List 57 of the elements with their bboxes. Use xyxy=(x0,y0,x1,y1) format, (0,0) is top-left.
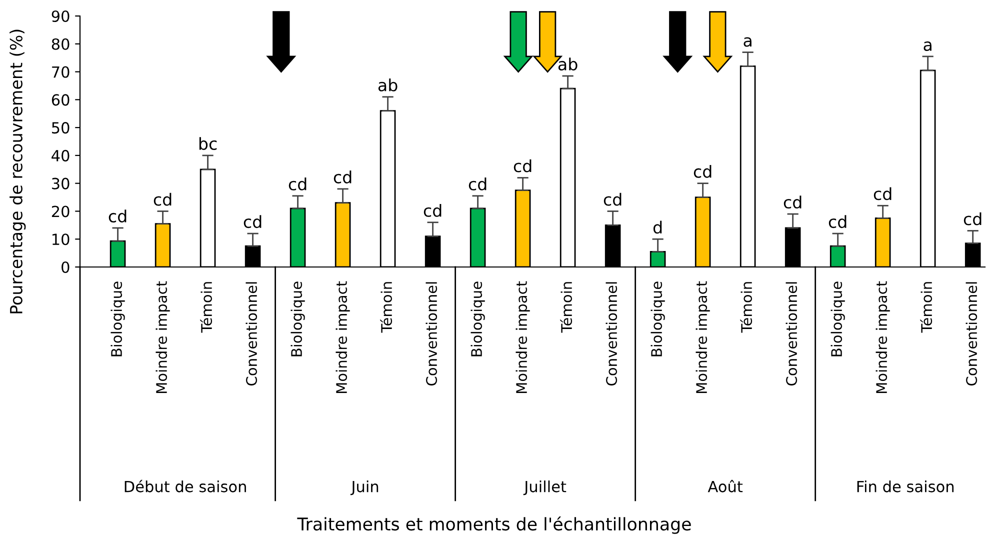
data-label: cd xyxy=(424,204,442,217)
x-tick-label: Conventionnel xyxy=(606,282,618,386)
text: Juillet xyxy=(523,480,566,496)
data-label: cd xyxy=(874,187,892,200)
data-label: cd xyxy=(468,178,486,190)
x-tick-label: Conventionnel xyxy=(786,282,798,386)
y-tick-label: 40 xyxy=(52,150,70,162)
x-tick-label: Biologique xyxy=(470,282,485,356)
x-tick-label: Témoin xyxy=(200,282,212,333)
x-tick-label: Biologique xyxy=(290,282,305,356)
y-tick-label: 20 xyxy=(52,206,70,218)
text: Août xyxy=(708,480,743,492)
y-tick-label: 0 xyxy=(62,261,70,274)
y-tick-label: 50 xyxy=(52,122,70,134)
data-label: cd xyxy=(784,196,802,209)
data-label: bc xyxy=(199,137,217,150)
x-tick-label: Témoin xyxy=(560,282,572,333)
x-tick-label: Témoin xyxy=(740,282,752,333)
x-tick-label: Témoin xyxy=(920,282,932,333)
data-label: cd xyxy=(334,170,352,184)
y-tick-label: 60 xyxy=(52,94,70,106)
data-label: ab xyxy=(558,58,578,70)
data-label: cd xyxy=(108,210,126,222)
text: Juin xyxy=(350,480,378,496)
data-label: cd xyxy=(964,212,982,226)
x-tick-label: Moindre impact xyxy=(696,281,710,393)
y-tick-label: 30 xyxy=(52,178,70,190)
x-tick-label: Biologique xyxy=(110,282,125,356)
data-label: cd xyxy=(828,215,846,228)
data-label: a xyxy=(924,41,932,51)
x-tick-label: Conventionnel xyxy=(966,282,978,386)
data-label: cd xyxy=(514,159,532,172)
x-tick-label: Moindre impact xyxy=(156,281,170,393)
y-tick-label: 70 xyxy=(52,66,70,78)
data-label: cd xyxy=(288,178,306,190)
text: Fin de saison xyxy=(857,480,954,492)
data-label: ab xyxy=(378,78,398,92)
data-label: cd xyxy=(604,192,622,206)
x-tick-label: Témoin xyxy=(380,282,392,333)
data-label: d xyxy=(653,220,662,234)
data-label: cd xyxy=(694,164,712,178)
y-tick-label: 10 xyxy=(52,234,70,246)
y-tick-label: 90 xyxy=(52,10,70,22)
x-tick-label: Conventionnel xyxy=(426,282,438,386)
x-tick-label: Moindre impact xyxy=(336,281,350,393)
x-tick-label: Biologique xyxy=(830,282,845,356)
y-axis-title: Pourcentage de recouvrement (%) xyxy=(10,30,26,314)
text: Traitements et moments de l'échantillonnage xyxy=(297,516,691,534)
x-tick-label: Moindre impact xyxy=(876,281,890,393)
x-tick-label: Conventionnel xyxy=(246,282,258,386)
data-label: a xyxy=(744,37,752,47)
x-tick-label: Moindre impact xyxy=(516,281,530,393)
text: Début de saison xyxy=(124,480,246,492)
y-tick-label: 80 xyxy=(52,38,70,50)
x-tick-label: Biologique xyxy=(650,282,665,356)
data-label: cd xyxy=(154,192,172,206)
data-label: cd xyxy=(244,215,262,228)
